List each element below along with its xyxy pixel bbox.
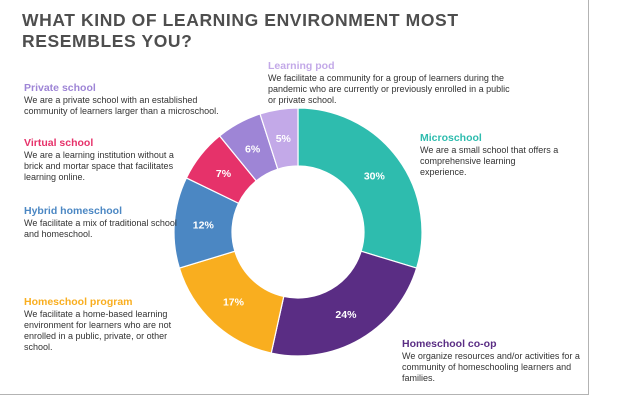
donut-slice-microschool (297, 107, 423, 269)
slice-label: 30% (364, 170, 386, 182)
annotation-title: Learning pod (268, 60, 335, 72)
annotation-text: We facilitate a home-based learning envi… (24, 309, 172, 352)
slice-label: 12% (193, 220, 215, 232)
slice-label: 7% (216, 168, 232, 180)
annotation-text: We facilitate a community for a group of… (268, 73, 510, 105)
slice-label: 17% (223, 297, 245, 309)
annotation-text: We organize resources and/or activities … (402, 351, 580, 383)
annotation-text: We are a learning institution without a … (24, 150, 174, 182)
chart-title: WHAT KIND OF LEARNING ENVIRONMENT MOST R… (22, 10, 459, 51)
figure-frame (0, 0, 589, 395)
slice-label: 24% (335, 309, 357, 321)
donut-slice-learning-pod (259, 107, 299, 170)
donut-slice-homeschool-co-op (270, 250, 418, 357)
slice-label: 5% (276, 133, 292, 145)
annotation-learning-pod: Learning pod We facilitate a community f… (268, 60, 516, 106)
annotation-text: We are a small school that offers a comp… (420, 145, 559, 177)
annotation-title: Microschool (420, 132, 482, 144)
annotation-title: Private school (24, 82, 96, 94)
annotation-private-school: Private school We are a private school w… (24, 82, 242, 117)
annotation-title: Virtual school (24, 137, 94, 149)
annotation-title: Hybrid homeschool (24, 205, 123, 217)
annotation-microschool: Microschool We are a small school that o… (420, 132, 560, 178)
annotation-text: We facilitate a mix of traditional schoo… (24, 218, 177, 239)
annotation-homeschool-coop: Homeschool co-op We organize resources a… (402, 338, 582, 384)
annotation-virtual-school: Virtual school We are a learning institu… (24, 137, 184, 183)
annotation-text: We are a private school with an establis… (24, 95, 219, 116)
annotation-homeschool-program: Homeschool program We facilitate a home-… (24, 296, 184, 353)
annotation-title: Homeschool program (24, 296, 133, 308)
annotation-hybrid-homeschool: Hybrid homeschool We facilitate a mix of… (24, 205, 184, 240)
slice-label: 6% (245, 144, 261, 156)
annotation-title: Homeschool co-op (402, 338, 497, 350)
